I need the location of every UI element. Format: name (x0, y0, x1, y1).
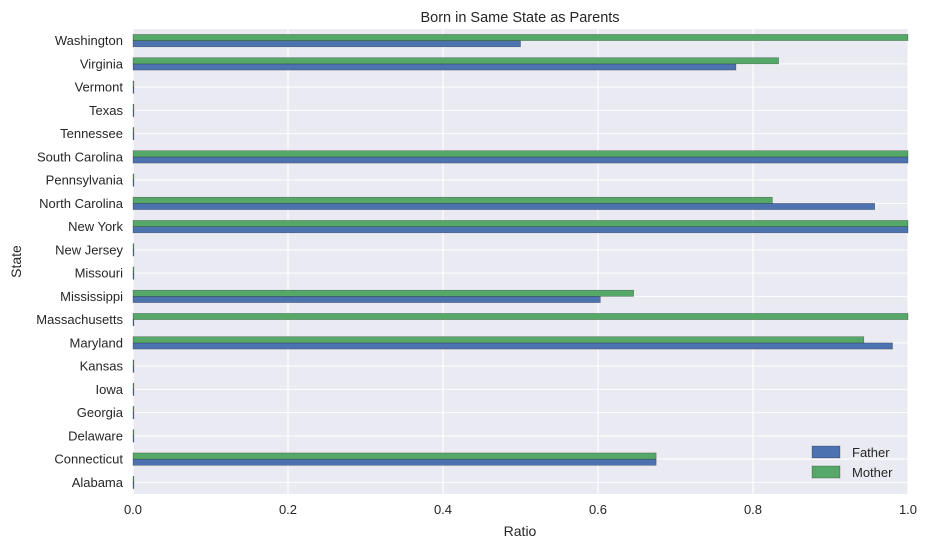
x-tick-labels: 0.0 0.2 0.4 0.6 0.8 1.0 (124, 502, 917, 517)
bar-father-tennessee (132, 133, 135, 141)
y-tick-label: Georgia (77, 405, 124, 420)
chart-title: Born in Same State as Parents (420, 10, 619, 26)
y-tick-label: New Jersey (55, 242, 123, 257)
bar-mother-virginia (132, 57, 779, 65)
legend-label-father: Father (852, 445, 890, 460)
y-tick-label: Washington (55, 33, 123, 48)
y-tick-label: Mississippi (60, 289, 123, 304)
y-tick-label: Massachusetts (36, 312, 123, 327)
bar-father-iowa (132, 389, 135, 396)
y-tick-label: Iowa (96, 382, 124, 397)
bar-father-texas (132, 110, 135, 117)
y-tick-label: Connecticut (54, 452, 123, 467)
bar-father-vermont (132, 86, 135, 94)
bar-mother-massachusetts (132, 313, 909, 320)
bar-mother-north-carolina (132, 196, 773, 204)
x-tick-label: 0.0 (124, 502, 142, 517)
bar-mother-alabama (132, 475, 135, 483)
bar-father-new-jersey (132, 249, 135, 257)
bar-father-connecticut (132, 458, 657, 466)
legend-swatch-mother (811, 465, 841, 479)
legend: Father Mother (811, 445, 893, 480)
bar-mother-delaware (132, 429, 135, 437)
bar-mother-connecticut (132, 452, 657, 460)
y-tick-label: Missouri (75, 266, 124, 281)
plot-area (133, 29, 908, 494)
bar-mother-texas (132, 103, 135, 111)
y-tick-labels: Alabama Connecticut Delaware Georgia Iowa Kan… (36, 33, 123, 490)
y-tick-label: North Carolina (39, 196, 124, 211)
y-tick-label: Kansas (80, 359, 124, 374)
bar-mother-pennsylvania (132, 173, 135, 181)
bar-father-mississippi (132, 296, 601, 303)
y-tick-label: Texas (89, 103, 123, 118)
bar-father-kansas (132, 365, 135, 373)
y-tick-label: Tennessee (60, 126, 123, 141)
bar-mother-washington (132, 34, 909, 41)
bar-father-south-carolina (132, 156, 909, 164)
x-axis-label: Ratio (504, 523, 537, 539)
y-tick-label: Vermont (75, 80, 124, 95)
bar-mother-tennessee (132, 127, 135, 134)
y-tick-label: New York (68, 219, 123, 234)
bar-mother-iowa (132, 382, 135, 390)
bar-father-washington (132, 40, 521, 48)
bar-father-georgia (132, 412, 135, 420)
legend-swatch-father (811, 445, 841, 459)
y-tick-label: Delaware (68, 428, 123, 443)
bars (132, 34, 909, 489)
x-tick-label: 0.2 (279, 502, 297, 517)
bar-mother-maryland (132, 336, 865, 344)
bar-mother-new-york (132, 220, 909, 227)
x-tick-label: 0.8 (744, 502, 762, 517)
legend-label-mother: Mother (852, 465, 893, 480)
bar-mother-vermont (132, 80, 135, 88)
bar-father-north-carolina (132, 203, 875, 210)
bar-father-maryland (132, 342, 893, 350)
bar-father-pennsylvania (132, 179, 135, 187)
bar-mother-kansas (132, 359, 135, 367)
bar-father-missouri (132, 272, 135, 280)
x-tick-label: 0.6 (589, 502, 607, 517)
bar-mother-south-carolina (132, 150, 909, 158)
bar-mother-mississippi (132, 289, 634, 297)
bar-father-virginia (132, 63, 737, 71)
bar-mother-georgia (132, 406, 135, 413)
bar-mother-new-jersey (132, 243, 135, 251)
x-tick-label: 0.4 (434, 502, 452, 517)
x-tick-label: 1.0 (899, 502, 917, 517)
bar-father-alabama (132, 482, 135, 489)
bar-father-massachusetts (132, 319, 135, 327)
y-tick-label: Alabama (72, 475, 124, 490)
y-tick-label: Pennsylvania (46, 173, 124, 188)
y-tick-label: Maryland (70, 335, 123, 350)
y-tick-label: South Carolina (37, 149, 124, 164)
bar-mother-missouri (132, 266, 135, 274)
bar-father-new-york (132, 226, 909, 234)
bar-father-delaware (132, 435, 135, 443)
y-tick-label: Virginia (80, 56, 124, 71)
y-axis-label: State (8, 245, 24, 278)
